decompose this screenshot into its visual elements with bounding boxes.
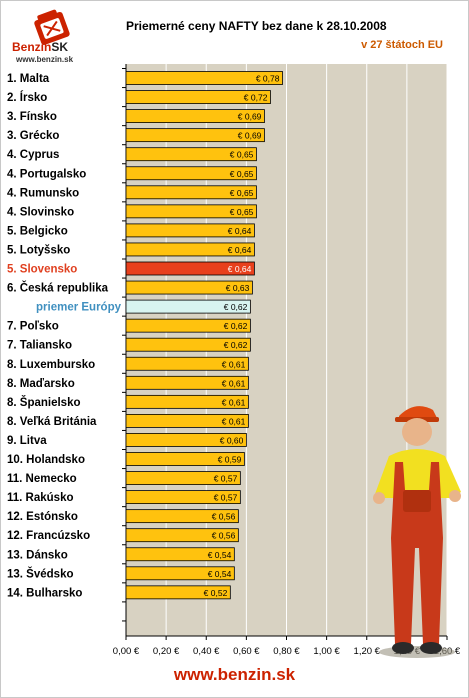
bar-value-label: € 0,64 — [228, 226, 252, 236]
bar — [125, 223, 255, 238]
bar-value-label: € 0,54 — [208, 569, 232, 579]
bar — [125, 585, 231, 600]
bar-value-label: € 0,61 — [222, 416, 246, 426]
bar-value-label: € 0,78 — [256, 74, 280, 84]
bar-value-label: € 0,65 — [230, 150, 254, 160]
x-tick-label: 0,40 € — [193, 646, 220, 657]
bar-value-label: € 0,61 — [222, 359, 246, 369]
bar-value-label: € 0,69 — [238, 131, 262, 141]
bar — [125, 147, 257, 162]
bar-value-label: € 0,57 — [214, 474, 238, 484]
bar-value-label: € 0,64 — [228, 264, 252, 274]
category-label: 10. Holandsko — [7, 454, 85, 466]
bar — [125, 452, 245, 466]
category-label: 8. Luxembursko — [7, 359, 95, 371]
category-label: 8. Maďarsko — [7, 378, 75, 390]
category-label: 8. Veľká Británia — [7, 416, 97, 428]
bar-value-label: € 0,57 — [214, 493, 238, 503]
bar — [125, 433, 247, 447]
category-label: 5. Belgicko — [7, 225, 68, 237]
category-label: 2. Írsko — [7, 91, 47, 104]
bar-value-label: € 0,59 — [218, 455, 242, 465]
x-tick-label: 1,00 € — [313, 646, 340, 657]
bar-value-label: € 0,52 — [204, 588, 228, 598]
bar-value-label: € 0,60 — [220, 435, 244, 445]
bar — [125, 394, 249, 409]
category-label: 8. Španielsko — [7, 396, 81, 409]
mascot-illustration — [373, 406, 461, 658]
bar — [125, 90, 271, 104]
bar — [125, 490, 241, 505]
bar — [125, 318, 251, 333]
bar-value-label: € 0,63 — [226, 283, 250, 293]
bar — [125, 204, 257, 219]
bar — [125, 166, 257, 181]
category-label: 12. Francúzsko — [7, 530, 90, 542]
category-label: 7. Poľsko — [7, 321, 59, 333]
category-label: 6. Česká republika — [7, 282, 109, 295]
bar — [125, 299, 251, 314]
bar-value-label: € 0,54 — [208, 550, 232, 560]
bar-value-label: € 0,56 — [212, 512, 236, 522]
benzin-logo — [34, 9, 70, 45]
logo-url: www.benzin.sk — [16, 55, 74, 64]
category-label: 11. Nemecko — [7, 473, 77, 485]
bar — [125, 128, 265, 143]
category-label: 13. Dánsko — [7, 549, 68, 561]
category-label: 13. Švédsko — [7, 567, 73, 580]
bar — [125, 471, 241, 485]
bar — [125, 242, 255, 257]
bar-value-label: € 0,56 — [212, 531, 236, 541]
x-tick-label: 0,60 € — [233, 646, 260, 657]
category-label: 9. Litva — [7, 435, 47, 447]
chart-title: Priemerné ceny NAFTY bez dane k 28.10.20… — [126, 19, 387, 33]
category-label: 4. Cyprus — [7, 149, 59, 161]
bar — [125, 356, 249, 371]
bar-value-label: € 0,72 — [244, 93, 268, 103]
category-label: 14. Bulharsko — [7, 587, 82, 599]
bar — [125, 280, 253, 295]
bar — [125, 547, 235, 562]
bar — [125, 337, 251, 352]
category-label: 4. Rumunsko — [7, 187, 79, 199]
bar-value-label: € 0,65 — [230, 169, 254, 179]
x-tick-label: 0,00 € — [113, 646, 140, 657]
category-label: 5. Lotyšsko — [7, 244, 70, 256]
chart-subtitle: v 27 štátoch EU — [361, 39, 443, 51]
bar — [125, 566, 235, 581]
bar-value-label: € 0,64 — [228, 245, 252, 255]
x-tick-label: 0,80 € — [273, 646, 300, 657]
category-label: priemer Európy — [36, 302, 122, 314]
category-label: 4. Slovinsko — [7, 206, 74, 218]
logo-brand: BenzinSK — [12, 40, 69, 54]
category-label: 12. Estónsko — [7, 511, 78, 523]
bar — [125, 261, 255, 276]
x-tick-label: 0,20 € — [153, 646, 180, 657]
bar-value-label: € 0,65 — [230, 188, 254, 198]
bar — [125, 413, 249, 428]
footer-url: www.benzin.sk — [173, 665, 296, 684]
bar-value-label: € 0,65 — [230, 207, 254, 217]
bar-value-label: € 0,62 — [224, 340, 248, 350]
bar — [125, 509, 239, 524]
bar-value-label: € 0,69 — [238, 112, 262, 122]
bar-value-label: € 0,61 — [222, 397, 246, 407]
bar — [125, 528, 239, 543]
category-label: 11. Rakúsko — [7, 492, 73, 504]
category-label: 7. Taliansko — [7, 340, 72, 352]
bar-value-label: € 0,62 — [224, 321, 248, 331]
bar — [125, 71, 283, 85]
category-label: 3. Fínsko — [7, 111, 57, 123]
bar-value-label: € 0,61 — [222, 378, 246, 388]
category-label: 4. Portugalsko — [7, 168, 86, 180]
bar-value-label: € 0,62 — [224, 302, 248, 312]
bar — [125, 185, 257, 200]
bar — [125, 109, 265, 123]
category-label: 3. Grécko — [7, 130, 59, 142]
x-tick-label: 1,20 € — [354, 646, 381, 657]
bar — [125, 375, 249, 390]
category-label: 1. Malta — [7, 73, 50, 85]
category-label: 5. Slovensko — [7, 264, 77, 276]
